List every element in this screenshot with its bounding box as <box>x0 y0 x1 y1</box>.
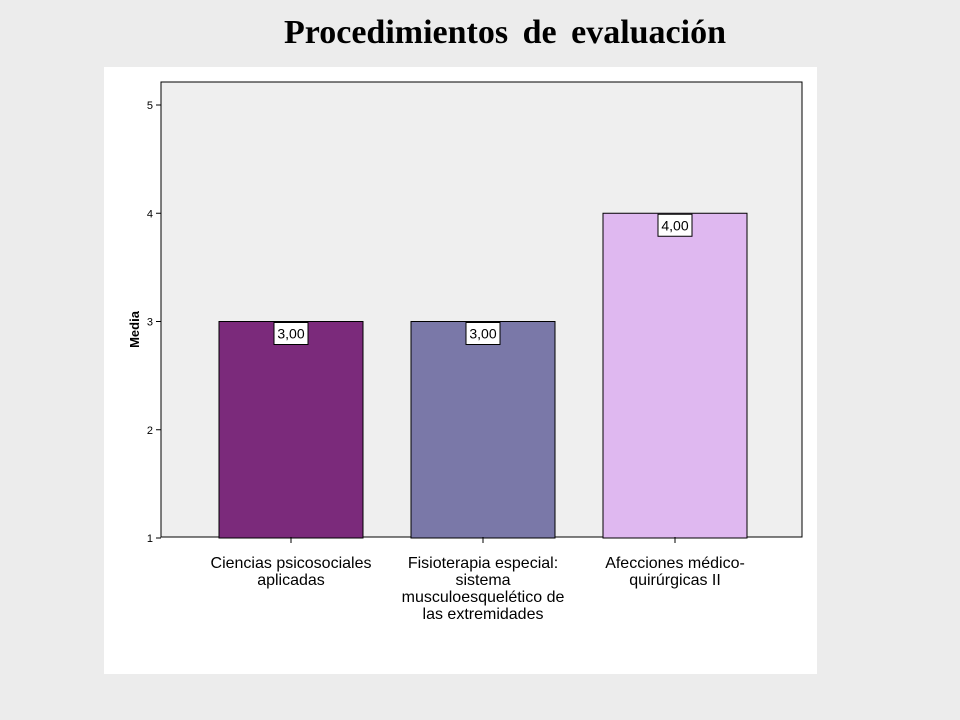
y-tick-label: 4 <box>147 208 153 220</box>
y-tick-label: 3 <box>147 317 153 329</box>
bar[interactable] <box>602 212 748 539</box>
x-tick-label: Fisioterapia especial: sistema musculoesqu… <box>402 555 565 623</box>
y-tick-label: 1 <box>147 533 153 545</box>
x-tick-label: Afecciones médico-quirúrgicas II <box>605 555 745 589</box>
bar[interactable] <box>218 321 364 539</box>
slide-title: Procedimientos de evaluación <box>284 14 726 51</box>
data-label: 4,00 <box>661 217 688 233</box>
y-tick-label: 2 <box>147 425 153 437</box>
x-tick-label: Ciencias psicosociales aplicadas <box>211 555 372 589</box>
data-label-box <box>465 322 501 345</box>
data-label-box <box>657 213 693 237</box>
y-axis-label: Media <box>127 310 142 348</box>
bar-chart: 1 2 3 4 5 Media 3,00 Ciencias psicosociales apli… <box>127 81 803 623</box>
data-label: 3,00 <box>277 326 304 342</box>
data-label: 3,00 <box>469 326 496 342</box>
data-label-box <box>273 322 309 345</box>
chart-panel: 1 2 3 4 5 Media 3,00 Ciencias psicosociales apli… <box>104 67 817 674</box>
bar[interactable] <box>410 321 556 539</box>
y-tick-label: 5 <box>147 100 153 112</box>
